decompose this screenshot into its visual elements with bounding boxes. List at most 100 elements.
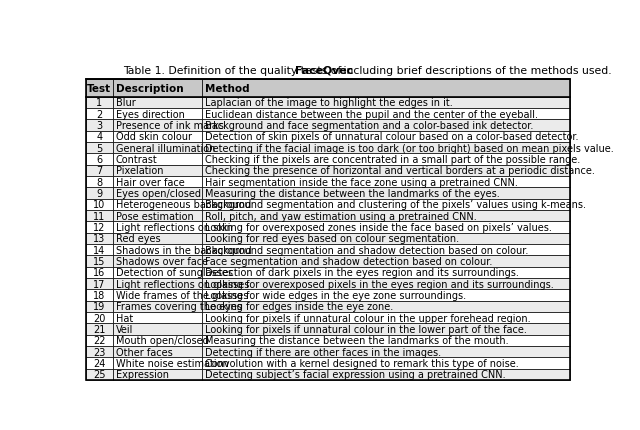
Bar [202, 109, 570, 120]
Text: Detecting if the facial image is too dark (or too bright) based on mean pixels v: Detecting if the facial image is too dar… [205, 143, 614, 153]
Bar [86, 222, 113, 233]
Text: Measuring the distance between the landmarks of the mouth.: Measuring the distance between the landm… [205, 335, 509, 345]
Bar [86, 109, 113, 120]
Bar [86, 120, 113, 131]
Text: Odd skin colour: Odd skin colour [116, 132, 191, 142]
Text: Background segmentation and clustering of the pixels’ values using k-means.: Background segmentation and clustering o… [205, 200, 586, 210]
Bar [202, 312, 570, 323]
Text: 4: 4 [96, 132, 102, 142]
Bar [113, 154, 202, 165]
Text: Presence of ink marks: Presence of ink marks [116, 120, 223, 131]
Text: 7: 7 [96, 166, 102, 176]
Bar [113, 256, 202, 267]
Text: Detection of dark pixels in the eyes region and its surroundings.: Detection of dark pixels in the eyes reg… [205, 267, 519, 278]
Text: 8: 8 [96, 177, 102, 187]
Text: Frames covering the eyes: Frames covering the eyes [116, 301, 241, 311]
Bar [113, 120, 202, 131]
Text: Pixelation: Pixelation [116, 166, 163, 176]
Text: Detecting subject’s facial expression using a pretrained CNN.: Detecting subject’s facial expression us… [205, 369, 506, 379]
Text: Looking for overexposed zones inside the face based on pixels’ values.: Looking for overexposed zones inside the… [205, 222, 552, 232]
Text: Eyes open/closed: Eyes open/closed [116, 188, 200, 198]
Text: Table 1. Definition of the quality tests of: Table 1. Definition of the quality tests… [0, 429, 1, 430]
Text: 15: 15 [93, 256, 106, 266]
Bar [113, 278, 202, 289]
Bar [86, 80, 113, 97]
Text: Light reflections on skin: Light reflections on skin [116, 222, 232, 232]
Text: General illumination: General illumination [116, 143, 215, 153]
Bar [202, 335, 570, 346]
Bar [86, 244, 113, 256]
Bar [113, 142, 202, 154]
Text: 22: 22 [93, 335, 106, 345]
Bar [202, 244, 570, 256]
Bar [113, 109, 202, 120]
Text: Description: Description [116, 84, 183, 94]
Bar [86, 199, 113, 210]
Text: Light reflections on glasses: Light reflections on glasses [116, 279, 249, 289]
Text: Shadows over face: Shadows over face [116, 256, 207, 266]
Bar [202, 278, 570, 289]
Bar [202, 131, 570, 142]
Bar [202, 357, 570, 369]
Bar [202, 233, 570, 244]
Text: 21: 21 [93, 324, 106, 334]
Bar [86, 131, 113, 142]
Bar [113, 267, 202, 278]
Bar [86, 278, 113, 289]
Bar [113, 97, 202, 109]
Bar [113, 176, 202, 188]
Text: 20: 20 [93, 313, 106, 323]
Bar [86, 256, 113, 267]
Text: 10: 10 [93, 200, 106, 210]
Bar [86, 369, 113, 380]
Text: including brief descriptions of the methods used.: including brief descriptions of the meth… [340, 65, 611, 75]
Bar [113, 369, 202, 380]
Text: Checking the presence of horizontal and vertical borders at a periodic distance.: Checking the presence of horizontal and … [205, 166, 595, 176]
Bar [86, 210, 113, 222]
Bar [86, 188, 113, 199]
Text: Background and face segmentation and a color-based ink detector.: Background and face segmentation and a c… [205, 120, 534, 131]
Bar [86, 289, 113, 301]
Bar [202, 120, 570, 131]
Bar [202, 165, 570, 176]
Text: White noise estimation: White noise estimation [116, 358, 228, 368]
Bar [202, 323, 570, 335]
Text: Looking for overexposed pixels in the eyes region and its surroundings.: Looking for overexposed pixels in the ey… [205, 279, 554, 289]
Bar [113, 323, 202, 335]
Text: 19: 19 [93, 301, 106, 311]
Text: 13: 13 [93, 233, 106, 244]
Text: FaceQvec: FaceQvec [0, 429, 1, 430]
Text: FaceQvec: FaceQvec [294, 65, 353, 75]
Bar [202, 154, 570, 165]
Bar [113, 312, 202, 323]
Text: Table 1. Definition of the quality tests of: Table 1. Definition of the quality tests… [123, 65, 344, 75]
Bar [113, 131, 202, 142]
Text: 14: 14 [93, 245, 106, 255]
Text: 3: 3 [96, 120, 102, 131]
Text: Face segmentation and shadow detection based on colour.: Face segmentation and shadow detection b… [205, 256, 493, 266]
Text: Eyes direction: Eyes direction [116, 109, 184, 119]
Bar [202, 199, 570, 210]
Bar [86, 312, 113, 323]
Text: 9: 9 [96, 188, 102, 198]
Text: Convolution with a kernel designed to remark this type of noise.: Convolution with a kernel designed to re… [205, 358, 519, 368]
Text: Table 1. Definition of the quality tests of FaceQvec including brief description: Table 1. Definition of the quality tests… [0, 429, 1, 430]
Text: Laplacian of the image to highlight the edges in it.: Laplacian of the image to highlight the … [205, 98, 453, 108]
Text: Background segmentation and shadow detection based on colour.: Background segmentation and shadow detec… [205, 245, 529, 255]
Bar [202, 346, 570, 357]
Text: Contrast: Contrast [116, 154, 157, 165]
Text: Looking for edges inside the eye zone.: Looking for edges inside the eye zone. [205, 301, 394, 311]
Bar [202, 142, 570, 154]
Bar [113, 199, 202, 210]
Text: Detecting if there are other faces in the images.: Detecting if there are other faces in th… [205, 347, 441, 357]
Bar [202, 301, 570, 312]
Text: 17: 17 [93, 279, 106, 289]
Bar [202, 80, 570, 97]
Text: Mouth open/closed: Mouth open/closed [116, 335, 208, 345]
Bar [113, 335, 202, 346]
Bar [113, 346, 202, 357]
Text: Pose estimation: Pose estimation [116, 211, 193, 221]
Text: Wide frames of the glasses: Wide frames of the glasses [116, 290, 248, 300]
Bar [86, 165, 113, 176]
Text: 6: 6 [96, 154, 102, 165]
